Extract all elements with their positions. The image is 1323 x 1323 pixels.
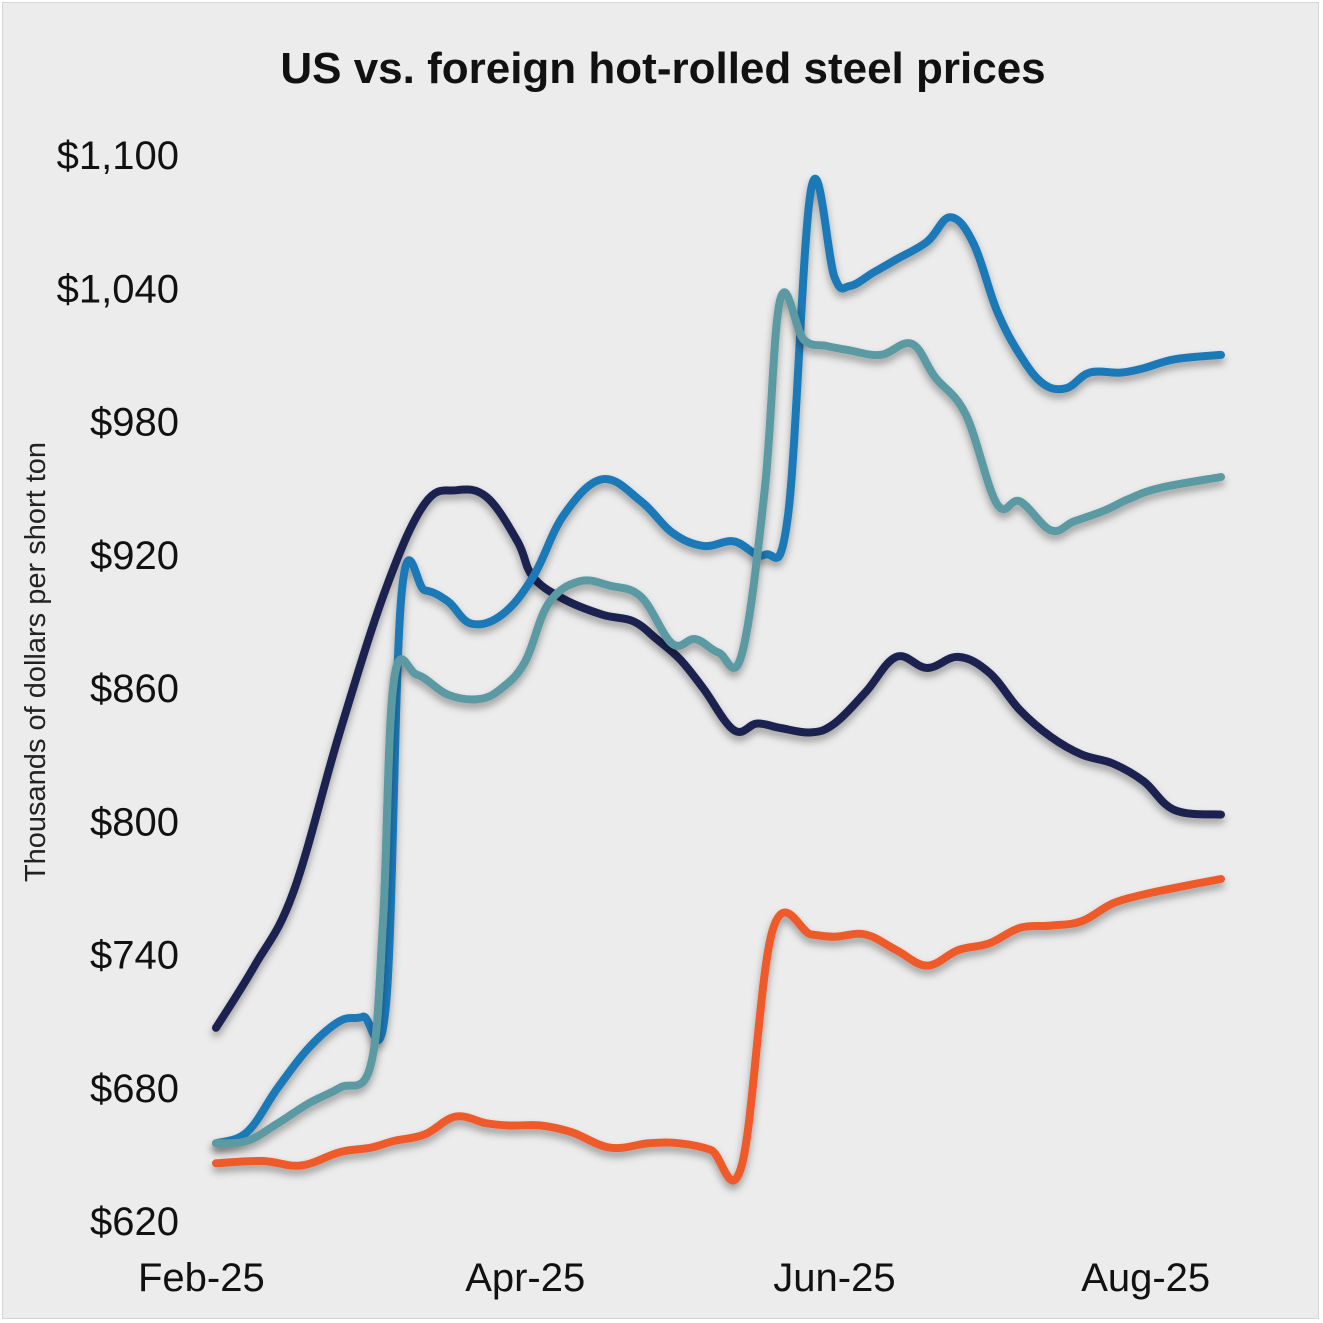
x-axis-ticks: Feb-25 Apr-25 Jun-25 Aug-25 <box>138 1256 1210 1300</box>
x-tick-label: Feb-25 <box>138 1256 265 1300</box>
y-tick-label: $920 <box>90 534 179 578</box>
y-axis-ticks: $620 $680 $740 $800 $860 $920 $980 $1,040 $1,100 <box>57 134 179 1244</box>
x-tick-label: Aug-25 <box>1081 1256 1210 1300</box>
series-lines <box>212 174 1225 1185</box>
y-tick-label: $980 <box>90 401 179 445</box>
y-axis-label: Thousands of dollars per short ton <box>20 442 52 882</box>
series-line-2 <box>212 174 1225 1148</box>
line-chart: US vs. foreign hot-rolled steel prices T… <box>20 44 1225 1300</box>
x-tick-label: Jun-25 <box>773 1256 895 1300</box>
y-tick-label: $1,100 <box>57 134 179 178</box>
series-line-1 <box>212 485 1225 1032</box>
x-tick-label: Apr-25 <box>465 1256 585 1300</box>
y-tick-label: $1,040 <box>57 267 179 311</box>
chart-title: US vs. foreign hot-rolled steel prices <box>280 44 1045 93</box>
y-tick-label: $680 <box>90 1067 179 1111</box>
y-tick-label: $800 <box>90 800 179 844</box>
series-line-3 <box>212 288 1225 1148</box>
y-tick-label: $860 <box>90 667 179 711</box>
y-tick-label: $620 <box>90 1200 179 1244</box>
series-line-4 <box>212 875 1225 1185</box>
y-tick-label: $740 <box>90 934 179 978</box>
